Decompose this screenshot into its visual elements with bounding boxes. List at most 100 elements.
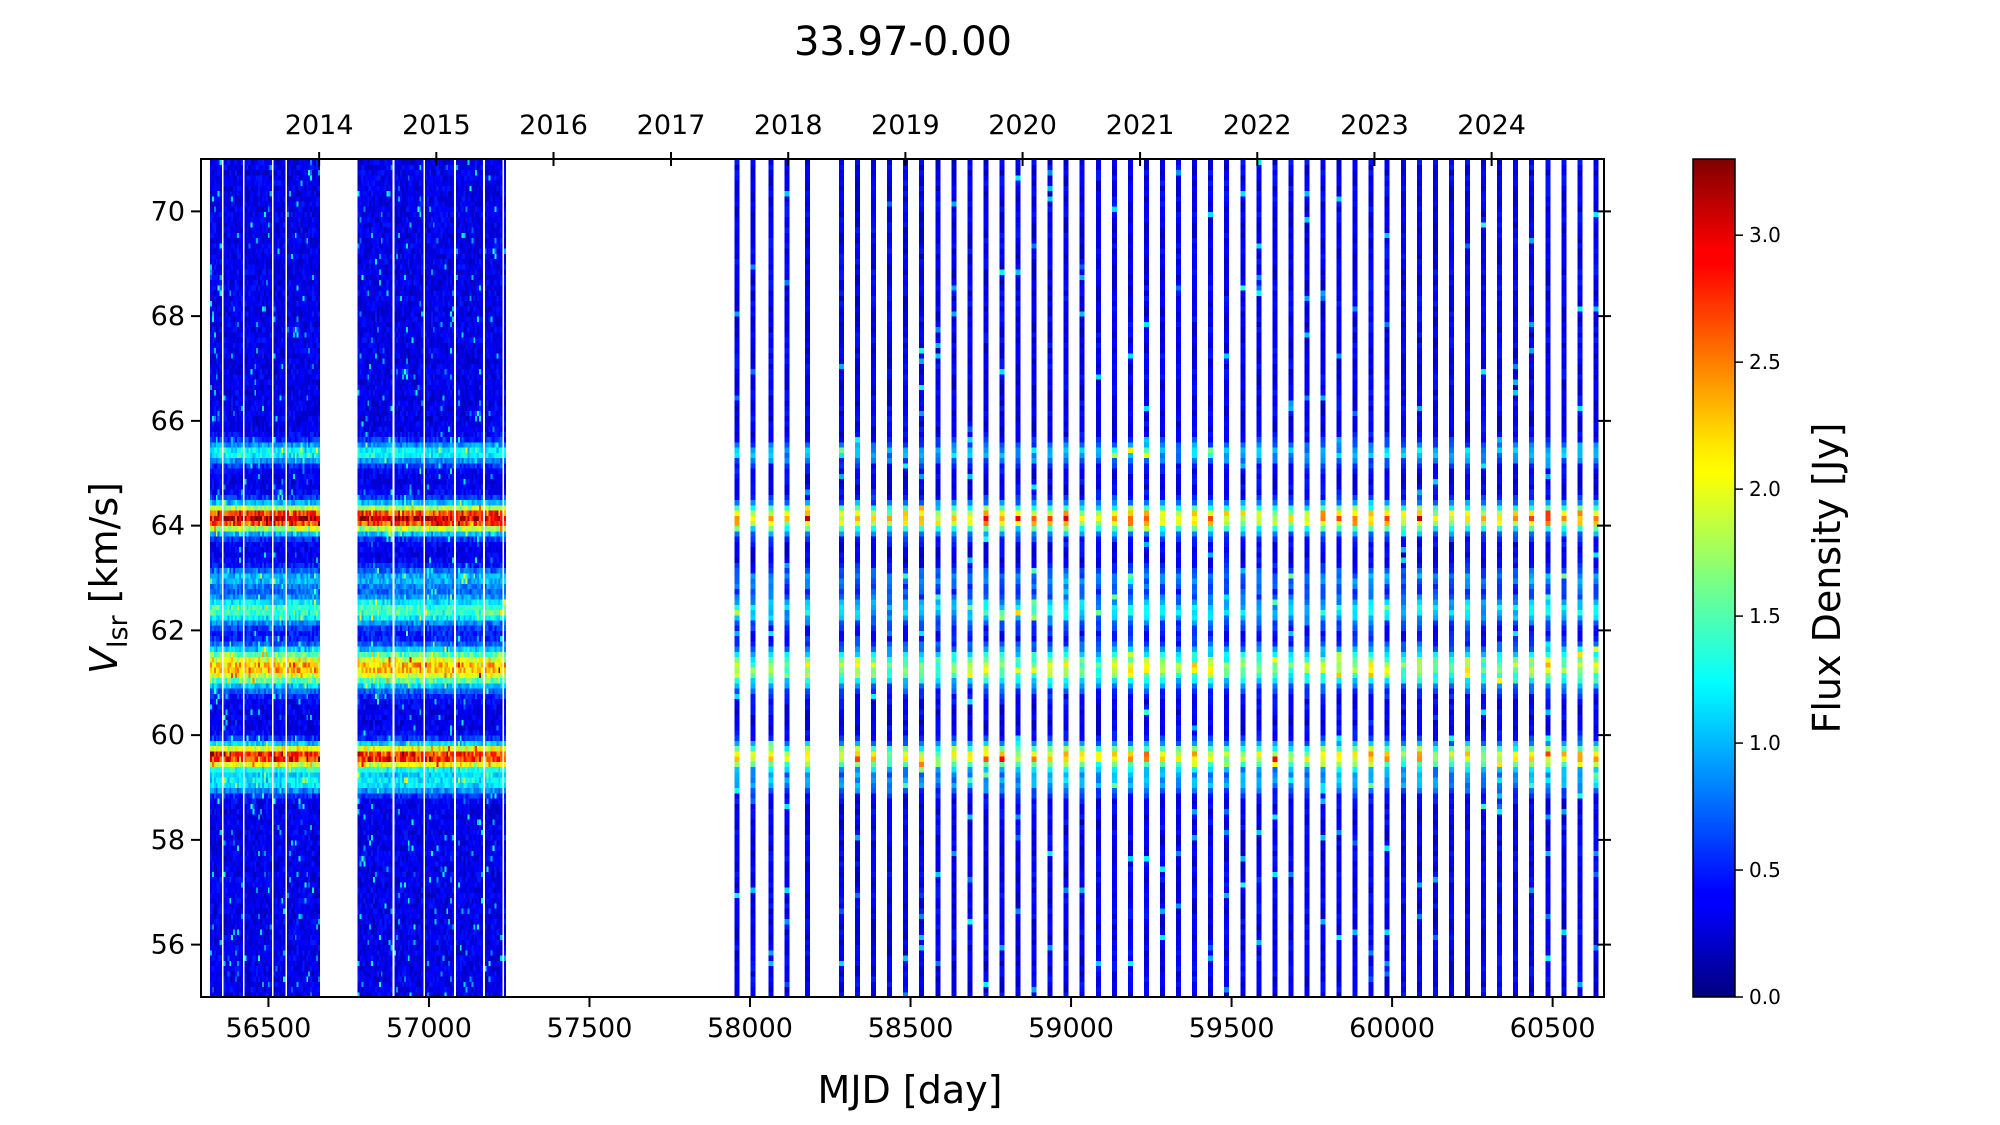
epoch-spectrum bbox=[1096, 154, 1101, 998]
epoch-spectrum bbox=[448, 154, 450, 998]
epoch-spectrum bbox=[249, 154, 251, 998]
colorbar-tick-label: 1.5 bbox=[1749, 604, 1781, 628]
epoch-spectrum bbox=[466, 154, 468, 998]
epoch-spectrum bbox=[735, 154, 740, 998]
x-tick-label: 57000 bbox=[386, 1013, 472, 1044]
colorbar-ticks: 0.00.51.01.52.02.53.0 bbox=[1735, 223, 1781, 1009]
epoch-spectrum bbox=[446, 154, 448, 998]
epoch-spectrum bbox=[237, 154, 239, 998]
epoch-spectrum bbox=[302, 154, 304, 998]
epoch-spectrum bbox=[442, 154, 444, 998]
epoch-spectrum bbox=[1545, 154, 1550, 998]
epoch-spectrum bbox=[903, 154, 908, 998]
x-axis-label: MJD [day] bbox=[818, 1068, 1003, 1112]
epoch-spectrum bbox=[262, 154, 264, 998]
epoch-spectrum bbox=[1433, 154, 1438, 998]
epoch-spectrum bbox=[306, 154, 308, 998]
epoch-spectrum bbox=[1561, 154, 1566, 998]
epoch-spectrum bbox=[1176, 154, 1181, 998]
epoch-spectrum bbox=[477, 154, 479, 998]
epoch-spectrum bbox=[439, 154, 441, 998]
epoch-spectrum bbox=[919, 154, 924, 998]
colorbar-tick-label: 3.0 bbox=[1749, 223, 1781, 247]
epoch-spectrum bbox=[1417, 154, 1422, 998]
epoch-spectrum bbox=[435, 154, 437, 998]
heatmap-layer bbox=[210, 154, 1598, 998]
epoch-spectrum bbox=[489, 154, 491, 998]
epoch-spectrum bbox=[1304, 154, 1309, 998]
epoch-spectrum bbox=[287, 154, 289, 998]
epoch-spectrum bbox=[254, 154, 256, 998]
epoch-spectrum bbox=[373, 154, 375, 998]
year-tick-label: 2017 bbox=[637, 110, 706, 141]
epoch-spectrum bbox=[375, 154, 377, 998]
epoch-spectrum bbox=[318, 154, 320, 998]
epoch-spectrum bbox=[1529, 154, 1534, 998]
epoch-spectrum bbox=[1160, 154, 1165, 998]
epoch-spectrum bbox=[312, 154, 314, 998]
epoch-spectrum bbox=[500, 154, 502, 998]
epoch-spectrum bbox=[385, 154, 387, 998]
epoch-spectrum bbox=[493, 154, 495, 998]
y-tick-label: 60 bbox=[151, 720, 185, 751]
year-tick-label: 2022 bbox=[1223, 110, 1292, 141]
epoch-spectrum bbox=[1128, 154, 1133, 998]
epoch-spectrum bbox=[427, 154, 429, 998]
x-axis-bottom: 56500 57000 57500 58000 58500 59000 59500 60000… bbox=[225, 997, 1595, 1044]
epoch-spectrum bbox=[839, 154, 844, 998]
epoch-spectrum bbox=[377, 154, 379, 998]
epoch-spectrum bbox=[239, 154, 241, 998]
epoch-spectrum bbox=[414, 154, 416, 998]
epoch-spectrum bbox=[1032, 154, 1037, 998]
epoch-spectrum bbox=[1337, 154, 1342, 998]
x-tick-label: 56500 bbox=[225, 1013, 311, 1044]
y-tick-label: 56 bbox=[151, 930, 185, 961]
epoch-spectrum bbox=[1593, 154, 1598, 998]
colorbar-tick-label: 2.0 bbox=[1749, 477, 1781, 501]
epoch-spectrum bbox=[1481, 154, 1486, 998]
colorbar-tick-label: 1.0 bbox=[1749, 731, 1781, 755]
epoch-spectrum bbox=[437, 154, 439, 998]
epoch-spectrum bbox=[967, 154, 972, 998]
x-tick-label: 58000 bbox=[707, 1013, 793, 1044]
epoch-spectrum bbox=[425, 154, 427, 998]
epoch-spectrum bbox=[260, 154, 262, 998]
epoch-spectrum bbox=[935, 154, 940, 998]
epoch-spectrum bbox=[496, 154, 498, 998]
epoch-spectrum bbox=[951, 154, 956, 998]
epoch-spectrum bbox=[275, 154, 277, 998]
epoch-spectrum bbox=[297, 154, 299, 998]
epoch-spectrum bbox=[387, 154, 389, 998]
x-tick-label: 57500 bbox=[547, 1013, 633, 1044]
colorbar bbox=[1693, 159, 1735, 997]
epoch-spectrum bbox=[1513, 154, 1518, 998]
year-tick-label: 2018 bbox=[754, 110, 823, 141]
epoch-spectrum bbox=[252, 154, 254, 998]
epoch-spectrum bbox=[458, 154, 460, 998]
epoch-spectrum bbox=[245, 154, 247, 998]
epoch-spectrum bbox=[291, 154, 293, 998]
epoch-spectrum bbox=[266, 154, 268, 998]
epoch-spectrum bbox=[223, 154, 225, 998]
epoch-spectrum bbox=[1192, 154, 1197, 998]
epoch-spectrum bbox=[1064, 154, 1069, 998]
epoch-spectrum bbox=[304, 154, 306, 998]
x-axis-top-years: 2014 2015 2016 2017 2018 2019 2020 2021 2022 2023… bbox=[285, 110, 1526, 166]
epoch-spectrum bbox=[402, 154, 404, 998]
epoch-spectrum bbox=[383, 154, 385, 998]
epoch-spectrum bbox=[768, 154, 773, 998]
epoch-spectrum bbox=[218, 154, 220, 998]
epoch-spectrum bbox=[390, 154, 392, 998]
epoch-spectrum bbox=[410, 154, 412, 998]
year-tick-label: 2019 bbox=[871, 110, 940, 141]
epoch-spectrum bbox=[419, 154, 421, 998]
epoch-spectrum bbox=[999, 154, 1004, 998]
epoch-spectrum bbox=[247, 154, 249, 998]
epoch-spectrum bbox=[379, 154, 381, 998]
epoch-spectrum bbox=[1256, 154, 1261, 998]
epoch-spectrum bbox=[293, 154, 295, 998]
epoch-spectrum bbox=[431, 154, 433, 998]
epoch-spectrum bbox=[274, 154, 276, 998]
epoch-spectrum bbox=[475, 154, 477, 998]
x-tick-label: 60000 bbox=[1349, 1013, 1435, 1044]
